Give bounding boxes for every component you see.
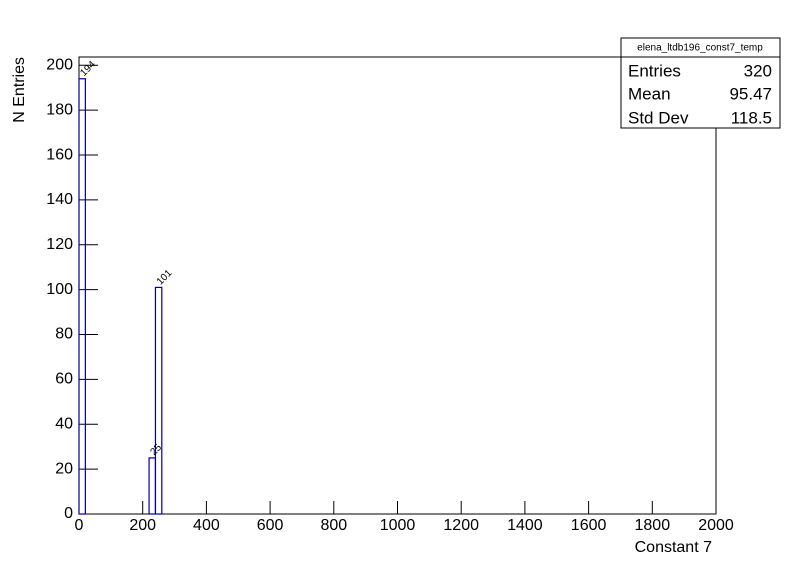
x-tick-label: 1200 <box>443 517 479 534</box>
x-tick-label: 1000 <box>380 517 416 534</box>
x-tick-label: 1800 <box>635 517 671 534</box>
stats-title: elena_ltdb196_const7_temp <box>637 43 763 54</box>
x-tick-label: 400 <box>193 517 220 534</box>
y-tick-label: 80 <box>55 326 73 343</box>
stats-key: Entries <box>628 61 681 80</box>
x-tick-label: 200 <box>129 517 156 534</box>
y-tick-label: 60 <box>55 371 73 388</box>
y-tick-label: 200 <box>46 57 73 74</box>
y-tick-label: 100 <box>46 281 73 298</box>
y-tick-label: 20 <box>55 460 73 477</box>
x-tick-label: 2000 <box>698 517 734 534</box>
y-tick-label: 180 <box>46 101 73 118</box>
x-tick-label: 800 <box>320 517 347 534</box>
y-tick-label: 40 <box>55 415 73 432</box>
stats-value: 320 <box>744 61 772 80</box>
y-tick-label: 0 <box>64 505 73 522</box>
stats-value: 118.5 <box>731 108 772 127</box>
bar <box>78 78 86 515</box>
x-axis-label: Constant 7 <box>635 539 712 556</box>
y-axis-label: N Entries <box>11 57 28 123</box>
x-tick-label: 0 <box>75 517 84 534</box>
y-tick-label: 140 <box>46 191 73 208</box>
stats-key: Mean <box>628 84 671 103</box>
stats-frame <box>620 37 781 129</box>
x-tick-label: 1600 <box>571 517 607 534</box>
x-tick-label: 600 <box>257 517 284 534</box>
stats-box: elena_ltdb196_const7_temp Entries 320 Me… <box>620 37 781 129</box>
y-tick-label: 120 <box>46 236 73 253</box>
stats-key: Std Dev <box>628 108 689 127</box>
bar <box>154 286 163 515</box>
y-tick-label: 160 <box>46 146 73 163</box>
stats-value: 95.47 <box>729 84 772 103</box>
x-tick-label: 1400 <box>507 517 543 534</box>
